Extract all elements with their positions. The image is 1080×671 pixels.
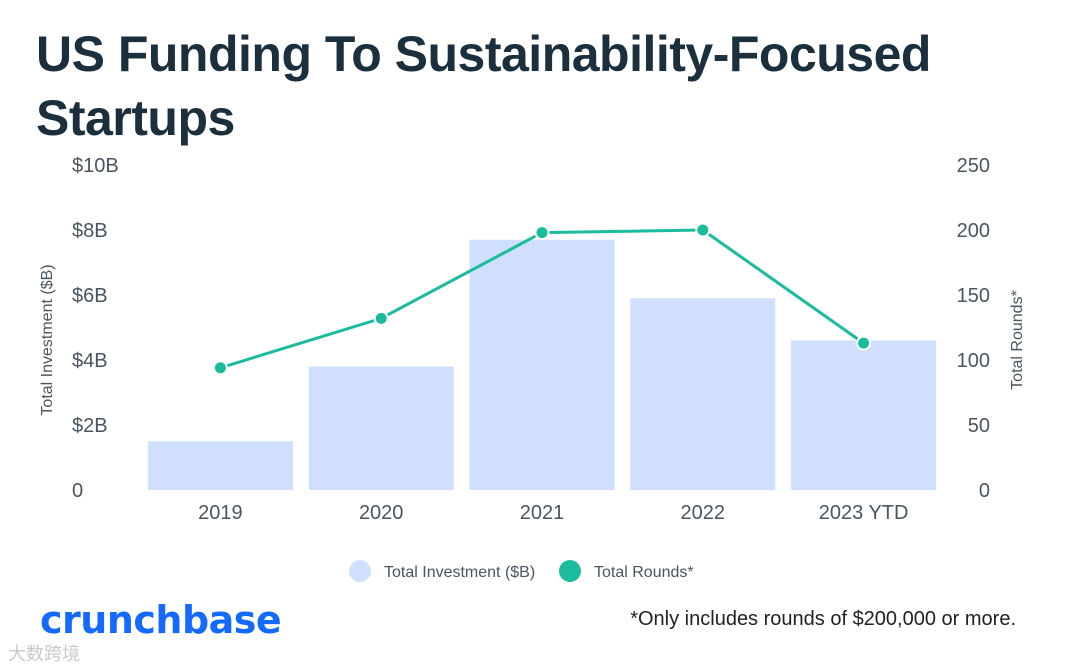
y-right-tick-label: 250 <box>957 155 990 177</box>
y-left-axis-title: Total Investment ($B) <box>39 264 56 415</box>
x-ticks: 2019 2020 2021 2022 2023 YTD <box>198 502 908 524</box>
y-right-tick-label: 100 <box>957 350 990 372</box>
x-tick-label: 2021 <box>520 502 565 524</box>
watermark: 大数跨境 <box>8 644 80 664</box>
x-tick-label: 2020 <box>359 502 404 524</box>
y-left-tick-label: $4B <box>72 350 108 372</box>
y-right-tick-label: 200 <box>957 220 990 242</box>
legend: Total Investment ($B) Total Rounds* <box>349 560 694 582</box>
x-tick-label: 2023 YTD <box>819 502 909 524</box>
y-left-tick-label: $8B <box>72 220 108 242</box>
y-left-tick-label: $2B <box>72 415 108 437</box>
y-left-tick-label: $10B <box>72 155 119 177</box>
y-left-tick-label: 0 <box>72 480 83 502</box>
y-left-ticks: 0 $2B $4B $6B $8B $10B <box>72 155 119 502</box>
rounds-point-2020 <box>373 310 389 326</box>
legend-label-rounds: Total Rounds* <box>594 564 694 581</box>
crunchbase-logo: crunchbase <box>40 598 282 642</box>
bar-group <box>147 239 937 490</box>
footnote: *Only includes rounds of $200,000 or mor… <box>630 608 1016 630</box>
x-tick-label: 2022 <box>681 502 726 524</box>
line-group <box>212 222 872 376</box>
rounds-point-2023-ytd <box>856 335 872 351</box>
rounds-point-2021 <box>534 225 550 241</box>
bar-2021 <box>469 239 615 490</box>
y-right-tick-label: 150 <box>957 285 990 307</box>
x-tick-label: 2019 <box>198 502 243 524</box>
bar-2020 <box>308 366 454 490</box>
bar-2023-ytd <box>791 340 937 490</box>
y-right-tick-label: 0 <box>979 480 990 502</box>
legend-label-investment: Total Investment ($B) <box>384 564 535 581</box>
rounds-point-2022 <box>695 222 711 238</box>
rounds-point-2019 <box>212 360 228 376</box>
legend-swatch-investment <box>349 560 371 582</box>
y-right-tick-label: 50 <box>968 415 990 437</box>
y-left-tick-label: $6B <box>72 285 108 307</box>
legend-swatch-rounds <box>559 560 581 582</box>
chart-title: US Funding To Sustainability-Focused Sta… <box>36 26 931 146</box>
y-right-ticks: 0 50 100 150 200 250 <box>957 155 990 502</box>
bar-2022 <box>630 298 776 490</box>
y-right-axis-title: Total Rounds* <box>1009 290 1026 390</box>
bar-2019 <box>147 441 293 490</box>
